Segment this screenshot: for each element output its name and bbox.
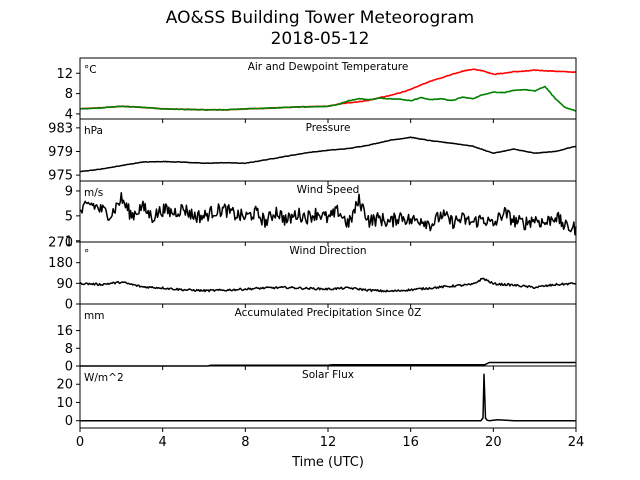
panel-6: 0 10 20 0 4 8 12 16 20 24 Solar Flux W/m^2: [56, 365, 585, 450]
panel-title: Air and Dewpoint Temperature: [248, 61, 409, 73]
panel-title: Wind Direction: [289, 245, 366, 257]
series-line-1-2: [79, 85, 576, 112]
y-tick-label: 975: [48, 169, 73, 184]
series-line-4-1: [79, 277, 577, 293]
y-tick-label: 270: [48, 236, 73, 251]
y-tick-label: 1: [65, 234, 73, 249]
x-tick-label: 0: [76, 435, 84, 450]
panel-title: Pressure: [306, 122, 351, 134]
y-tick-label: 0: [65, 360, 73, 375]
x-tick-label: 8: [241, 435, 249, 450]
y-tick-label: 983: [48, 121, 73, 136]
panel-unit-label: W/m^2: [84, 372, 124, 384]
y-tick-label: 8: [65, 342, 73, 357]
series-line-1-1: [79, 68, 577, 111]
series-line-2-1: [80, 136, 577, 173]
y-tick-label: 8: [65, 87, 73, 102]
series-line-6-1: [80, 373, 576, 422]
x-axis-label: Time (UTC): [291, 455, 364, 470]
panel-title: Solar Flux: [302, 369, 354, 381]
x-tick-label: 24: [568, 435, 585, 450]
panel-unit-label: °: [84, 248, 89, 260]
y-tick-label: 979: [48, 145, 73, 160]
panel-title: Accumulated Precipitation Since 0Z: [235, 307, 422, 319]
y-tick-label: 9: [65, 184, 73, 199]
panel-3: 1 5 9 Wind Speed m/s: [65, 180, 577, 249]
y-tick-label: 90: [56, 277, 73, 292]
y-tick-label: 5: [65, 209, 73, 224]
y-tick-label: 0: [65, 298, 73, 313]
y-tick-label: 4: [65, 107, 73, 122]
y-tick-label: 12: [56, 67, 73, 82]
panel-unit-label: m/s: [84, 187, 103, 199]
panel-unit-label: hPa: [84, 125, 103, 137]
panel-1: 4 8 12 Air and Dewpoint Temperature °C: [56, 57, 577, 123]
x-tick-label: 4: [159, 435, 167, 450]
panel-2: 975 979 983 Pressure hPa: [48, 118, 577, 185]
y-tick-label: 10: [56, 396, 73, 411]
x-tick-label: 20: [485, 435, 502, 450]
figure-date: 2018-05-12: [270, 29, 370, 49]
panel-unit-label: °C: [84, 64, 97, 76]
panel-unit-label: mm: [84, 310, 104, 322]
y-tick-label: 0: [65, 414, 73, 429]
y-tick-label: 20: [56, 378, 73, 393]
x-tick-label: 16: [402, 435, 419, 450]
y-tick-label: 16: [56, 324, 73, 339]
series-line-3-1: [79, 191, 577, 236]
figure-title: AO&SS Building Tower Meteorogram: [165, 8, 475, 28]
panel-4: 0 90 180 270 Wind Direction °: [48, 236, 577, 313]
panel-title: Wind Speed: [297, 184, 360, 196]
y-tick-label: 180: [48, 256, 73, 271]
x-tick-label: 12: [320, 435, 337, 450]
series-line-5-1: [80, 361, 576, 367]
panel-5: 0 8 16 Accumulated Precipitation Since 0Z mm: [56, 303, 577, 375]
